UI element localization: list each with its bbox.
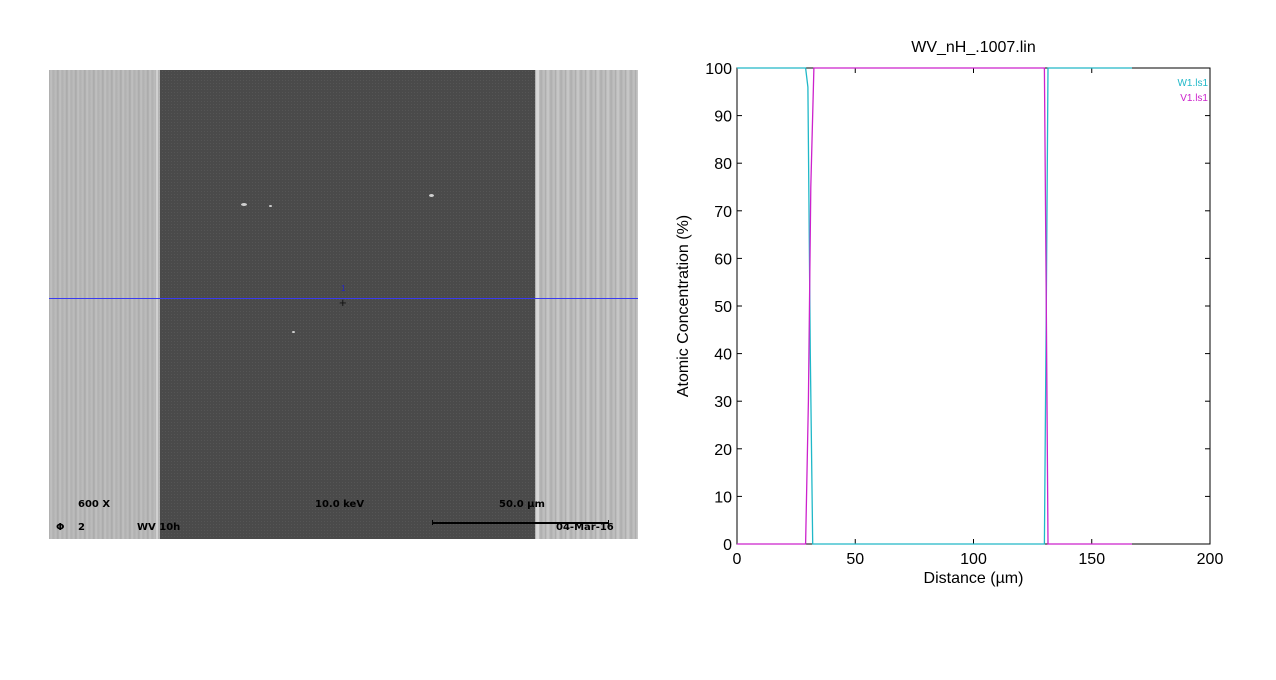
y-axis-title: Atomic Concentration (%) [675,214,692,398]
sample-name: WV 10h [137,522,181,533]
sem-info-bar: 600 X 10.0 keV 50.0 µm Φ 2 WV 10h 04-Mar… [49,491,638,539]
y-tick-label: 80 [714,156,732,173]
y-tick-label: 20 [714,442,732,459]
line-scan-chart: WV_nH_.1007.lin 0 50 100 150 200 0 10 20 30 40 50 6… [660,30,1260,600]
line-scan-marker[interactable] [49,298,638,299]
x-tick-label: 0 [733,551,742,568]
y-tick-label: 40 [714,347,732,364]
x-tick-label: 200 [1197,551,1224,568]
plot-area: 0 50 100 150 200 0 10 20 30 40 50 60 70 80 90 100 [705,61,1224,568]
crosshair-icon[interactable]: + [339,295,347,310]
scale-label: 50.0 µm [499,499,545,510]
sem-edge-left [156,70,160,539]
voltage-label: 10.0 keV [315,499,365,510]
series-line-w [737,67,1132,545]
date-label: 04-Mar-16 [556,522,614,533]
sem-speck [429,194,434,197]
detector-number: 2 [78,522,85,533]
sem-dark-region [158,70,538,539]
sem-speck [269,205,272,207]
detector-symbol: Φ [56,522,65,533]
y-tick-label: 90 [714,109,732,126]
sem-edge-right [535,70,539,539]
sem-micrograph: 1 + 600 X 10.0 keV 50.0 µm Φ 2 WV 10h 04… [49,70,638,539]
y-tick-label: 100 [705,61,732,78]
y-tick-label: 50 [714,299,732,316]
y-tick-label: 70 [714,204,732,221]
scale-bar [432,520,609,525]
x-tick-label: 100 [960,551,987,568]
magnification-label: 600 X [78,499,111,510]
y-tick-label: 10 [714,489,732,506]
y-tick-label: 30 [714,394,732,411]
chart-title: WV_nH_.1007.lin [911,39,1036,56]
x-tick-label: 50 [846,551,864,568]
cursor-number: 1 [341,284,346,293]
sem-bright-region-right [536,70,638,539]
y-tick-label: 60 [714,251,732,268]
sem-speck [241,203,247,206]
series-line-v [737,67,1132,545]
sem-bright-region-left [49,70,161,539]
legend-item-w: W1.ls1 [1177,78,1208,89]
x-tick-label: 150 [1078,551,1105,568]
x-axis-title: Distance (µm) [923,570,1024,587]
y-tick-label: 0 [723,537,732,554]
sem-speck [292,331,295,333]
legend-item-v: V1.ls1 [1180,93,1208,104]
